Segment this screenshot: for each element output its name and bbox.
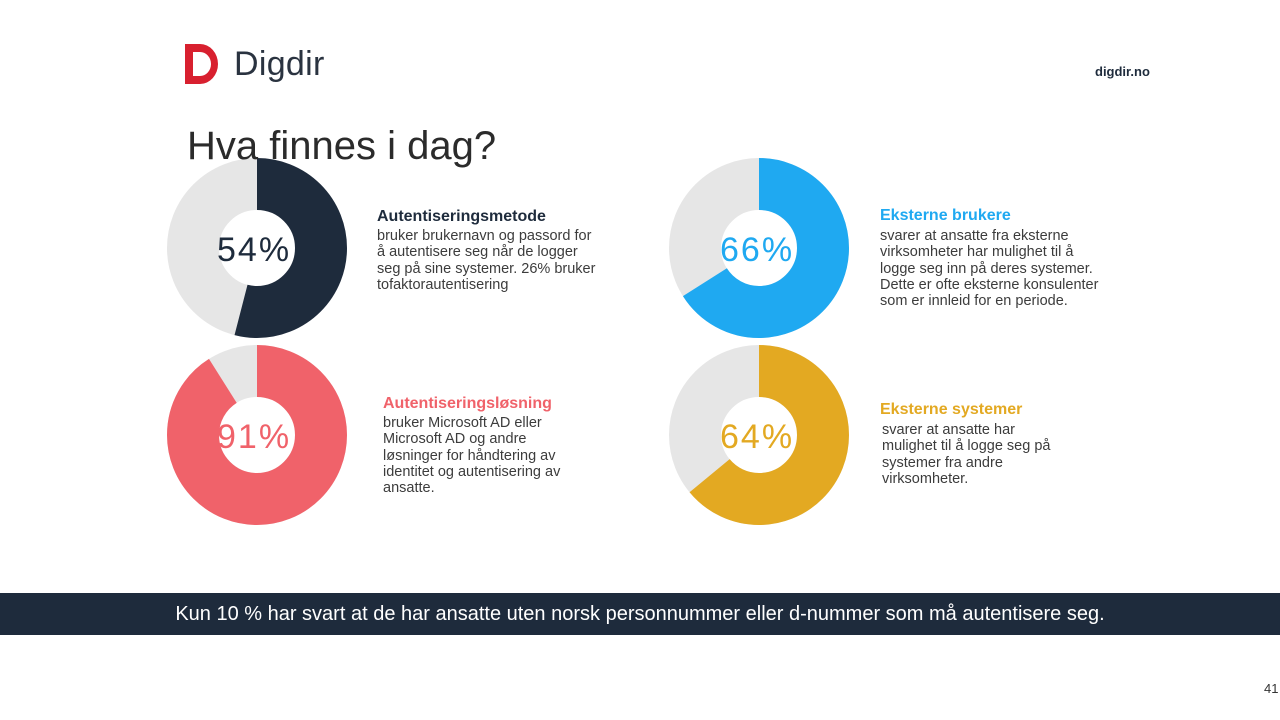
donut-chart-eksterne-brukere <box>669 158 849 338</box>
info-title-eksterne-systemer: Eksterne systemer <box>880 401 1023 418</box>
info-title-autentiseringslosning: Autentiseringsløsning <box>383 395 552 412</box>
page-title: Hva finnes i dag? <box>187 124 497 168</box>
info-title-autentiseringsmetode: Autentiseringsmetode <box>377 208 546 225</box>
info-desc-autentiseringslosning: bruker Microsoft AD eller Microsoft AD o… <box>383 415 561 497</box>
info-desc-autentiseringsmetode: bruker brukernavn og passord for å auten… <box>377 228 596 293</box>
donut-arc <box>167 345 347 525</box>
donut-label-91: 91% <box>217 418 292 456</box>
donut-arc <box>167 158 347 338</box>
info-desc-eksterne-brukere: svarer at ansatte fra eksterne virksomhe… <box>880 228 1099 310</box>
donut-chart-eksterne-systemer <box>669 345 849 525</box>
info-desc-eksterne-systemer: svarer at ansatte har mulighet til å log… <box>882 422 1051 487</box>
digdir-logo-icon <box>185 44 218 84</box>
donut-chart-autentiseringslosning <box>167 345 347 525</box>
donut-arc <box>669 345 849 525</box>
donut-label-54: 54% <box>217 231 292 269</box>
donut-label-66: 66% <box>720 231 795 269</box>
donut-chart-autentiseringsmetode <box>167 158 347 338</box>
logo: Digdir <box>185 44 325 84</box>
donut-label-64: 64% <box>720 418 795 456</box>
page-number: 41 <box>1264 681 1279 696</box>
site-url: digdir.no <box>1095 64 1150 79</box>
summary-banner: Kun 10 % har svart at de har ansatte ute… <box>0 593 1280 635</box>
donut-arc <box>669 158 849 338</box>
info-title-eksterne-brukere: Eksterne brukere <box>880 207 1011 224</box>
brand-name: Digdir <box>234 44 325 83</box>
